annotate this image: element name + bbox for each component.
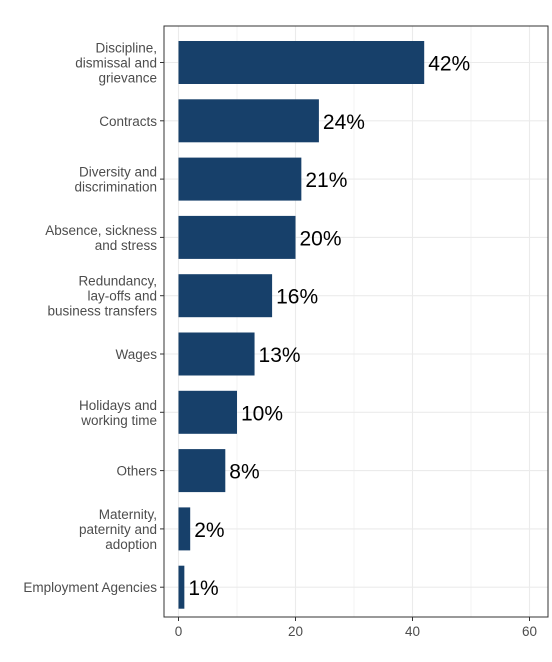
data-label-group: 42% 24% 21% 20% 16% 13% 10% 8% 2% 1% bbox=[188, 53, 470, 601]
category-label: Contracts bbox=[99, 114, 157, 129]
category-label-line: Others bbox=[116, 464, 157, 479]
category-label: Diversity and discrimination bbox=[74, 165, 157, 195]
bar bbox=[178, 565, 185, 609]
category-label-line: grievance bbox=[98, 71, 157, 86]
category-label-line: Maternity, bbox=[99, 507, 157, 522]
bar bbox=[178, 274, 273, 318]
category-label: Holidays and working time bbox=[79, 398, 157, 428]
category-label: Wages bbox=[115, 347, 157, 362]
bar bbox=[178, 390, 237, 434]
category-label-line: Absence, sickness bbox=[45, 223, 157, 238]
panel-border bbox=[163, 25, 549, 618]
x-axis: 0 20 40 60 bbox=[175, 617, 537, 639]
data-label: 24% bbox=[323, 111, 365, 134]
bar bbox=[178, 41, 425, 84]
x-tick-label: 40 bbox=[405, 624, 420, 639]
bar-group bbox=[178, 41, 425, 609]
data-label: 8% bbox=[229, 461, 259, 484]
data-label: 20% bbox=[300, 227, 342, 250]
category-label-line: dismissal and bbox=[75, 56, 157, 71]
category-label-line: and stress bbox=[95, 238, 158, 253]
category-label-line: Employment Agencies bbox=[23, 580, 157, 595]
data-label: 21% bbox=[305, 169, 347, 192]
data-label: 10% bbox=[241, 402, 283, 425]
category-label-line: adoption bbox=[105, 537, 157, 552]
data-label: 42% bbox=[428, 53, 470, 76]
category-label-line: Contracts bbox=[99, 114, 157, 129]
category-label-line: lay-offs and bbox=[87, 289, 157, 304]
bar bbox=[178, 449, 226, 493]
category-label-group: Discipline, dismissal and grievance Contrac… bbox=[23, 41, 164, 595]
bar bbox=[178, 157, 302, 201]
category-label-line: business transfers bbox=[47, 304, 157, 319]
data-label: 13% bbox=[259, 344, 301, 367]
bar bbox=[178, 332, 255, 376]
category-label-line: Wages bbox=[115, 347, 157, 362]
category-label: Others bbox=[116, 464, 157, 479]
data-label: 1% bbox=[188, 577, 218, 600]
bar bbox=[178, 215, 296, 259]
data-label: 2% bbox=[194, 519, 224, 542]
category-label: Redundancy, lay-offs and business transfer… bbox=[47, 274, 157, 319]
category-label: Employment Agencies bbox=[23, 580, 157, 595]
bar bbox=[178, 99, 319, 143]
category-label-line: Holidays and bbox=[79, 398, 157, 413]
category-label: Maternity, paternity and adoption bbox=[79, 507, 157, 552]
data-label: 16% bbox=[276, 286, 318, 309]
category-label: Absence, sickness and stress bbox=[45, 223, 157, 253]
category-label: Discipline, dismissal and grievance bbox=[75, 41, 157, 86]
x-tick-label: 20 bbox=[288, 624, 303, 639]
category-label-line: Diversity and bbox=[79, 165, 157, 180]
category-label-line: Discipline, bbox=[95, 41, 157, 56]
x-tick-label: 60 bbox=[522, 624, 537, 639]
category-label-line: discrimination bbox=[74, 180, 157, 195]
category-label-line: working time bbox=[80, 413, 157, 428]
bar bbox=[178, 507, 191, 551]
category-label-line: Redundancy, bbox=[78, 274, 157, 289]
x-tick-label: 0 bbox=[175, 624, 183, 639]
category-label-line: paternity and bbox=[79, 522, 157, 537]
